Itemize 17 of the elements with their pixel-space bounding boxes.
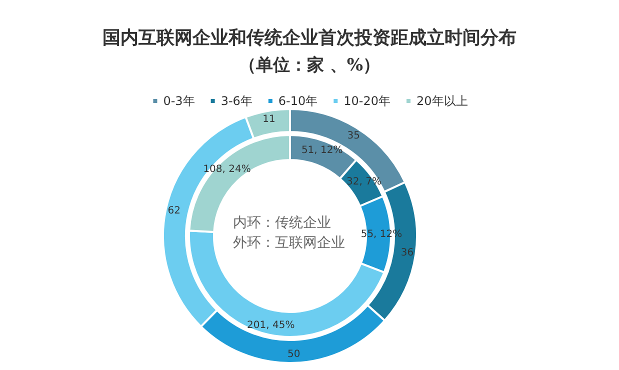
text: 外环：互联网企业 — [233, 235, 345, 251]
chart-subtitle: （单位：家 、%） — [238, 56, 380, 76]
legend-label: 10-20年 — [344, 94, 391, 108]
data-label: 108, 24% — [203, 164, 251, 176]
data-label: 35 — [347, 130, 360, 142]
legend-label: 3-6年 — [220, 94, 252, 108]
data-label: 50 — [287, 348, 300, 360]
data-label: 62 — [168, 206, 180, 217]
text: 内环：传统企业 — [233, 215, 331, 231]
data-label: 201, 45% — [247, 320, 295, 331]
data-label: 36 — [400, 248, 414, 259]
data-label: 11 — [262, 114, 276, 125]
legend-label: 20年以上 — [416, 94, 468, 108]
chart-title: 国内互联网企业和传统企业首次投资距成立时间分布 — [102, 28, 516, 48]
legend-label: 0-3年 — [163, 94, 195, 108]
data-label: 51, 12% — [301, 144, 343, 156]
legend-label: 6-10年 — [278, 94, 318, 108]
